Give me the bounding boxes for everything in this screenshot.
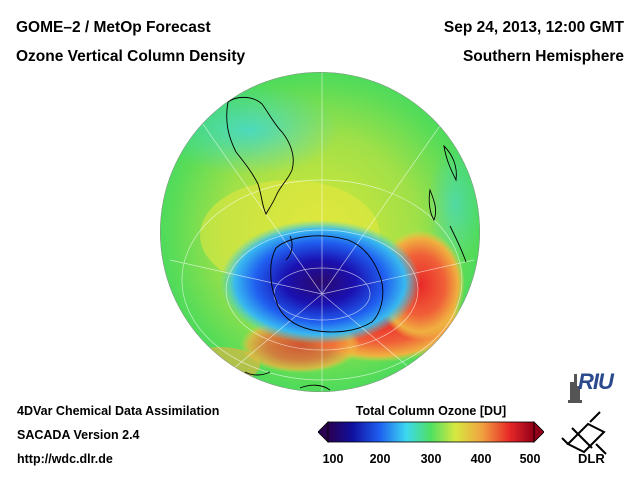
riu-logo-text: RIU [578, 369, 614, 394]
institution-logos [561, 374, 607, 455]
colorbar-tick-100: 100 [322, 452, 344, 466]
assimilation-label: 4DVar Chemical Data Assimilation [17, 404, 220, 418]
colorbar-tick-400: 400 [470, 452, 492, 466]
version-label: SACADA Version 2.4 [17, 428, 140, 442]
dlr-logo-text: DLR [578, 451, 605, 466]
product-title: GOME–2 / MetOp Forecast [16, 19, 211, 36]
colorbar-tick-300: 300 [420, 452, 442, 466]
colorbar-tick-200: 200 [369, 452, 391, 466]
colorbar-tick-500: 500 [519, 452, 541, 466]
colorbar-under-arrow [318, 421, 329, 443]
website-link[interactable]: http://wdc.dlr.de [17, 452, 113, 466]
colorbar [318, 421, 544, 443]
hemisphere-label: Southern Hemisphere [462, 48, 624, 65]
dlr-logo-icon [561, 411, 607, 455]
colorbar-title: Total Column Ozone [DU] [355, 404, 507, 418]
colorbar-gradient [327, 421, 535, 443]
colorbar-over-arrow [533, 421, 544, 443]
forecast-date: Sep 24, 2013, 12:00 GMT [443, 19, 624, 36]
product-subtitle: Ozone Vertical Column Density [16, 48, 246, 65]
riu-logo-icon [568, 374, 582, 403]
